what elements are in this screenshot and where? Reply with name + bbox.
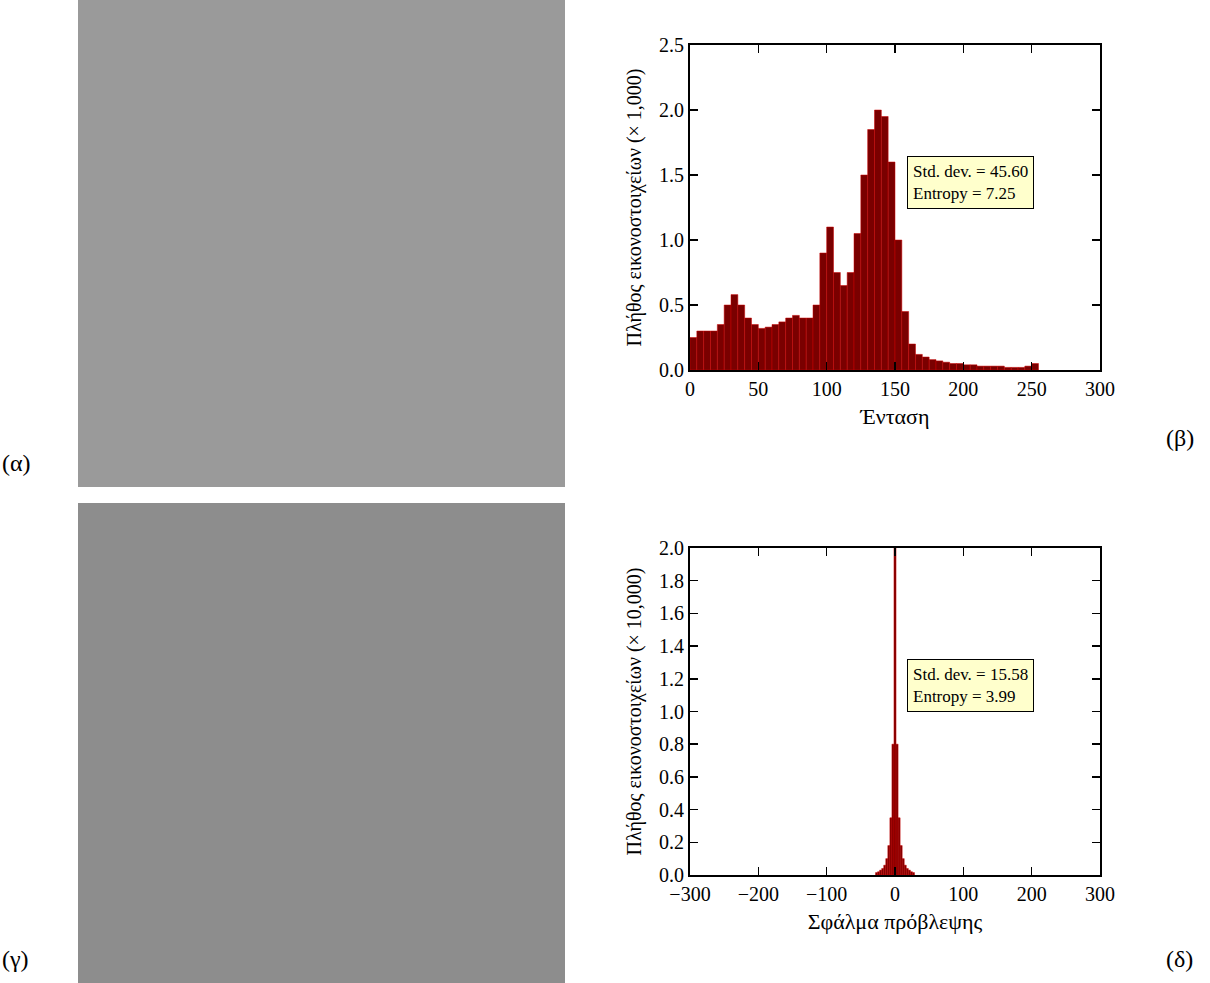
svg-text:200: 200 (948, 378, 978, 400)
svg-text:1.6: 1.6 (659, 602, 684, 624)
svg-text:50: 50 (748, 378, 768, 400)
svg-text:150: 150 (880, 378, 910, 400)
svg-text:Std. dev. = 15.58Entropy = 3.9: Std. dev. = 15.58Entropy = 3.99 (913, 665, 1028, 706)
svg-text:100: 100 (948, 883, 978, 905)
html-text:(γ): (γ) (2, 946, 29, 972)
svg-text:300: 300 (1085, 378, 1115, 400)
svg-text:1.4: 1.4 (659, 635, 684, 657)
html-text:(δ): (δ) (1166, 946, 1194, 972)
svg-text:200: 200 (1017, 883, 1047, 905)
html-text:(α): (α) (2, 450, 31, 476)
svg-text:−300: −300 (669, 883, 710, 905)
svg-text:2.0: 2.0 (659, 99, 684, 121)
svg-text:Πλήθος εικονοστοιχείων (× 10,0: Πλήθος εικονοστοιχείων (× 10,000) (623, 567, 646, 855)
svg-text:0.2: 0.2 (659, 831, 684, 853)
svg-text:−100: −100 (806, 883, 847, 905)
svg-text:1.2: 1.2 (659, 668, 684, 690)
svg-text:Σφάλμα πρόβλεψης: Σφάλμα πρόβλεψης (808, 909, 983, 934)
svg-text:0.0: 0.0 (659, 359, 684, 381)
svg-text:2.0: 2.0 (659, 537, 684, 559)
svg-text:0: 0 (685, 378, 695, 400)
svg-text:0: 0 (890, 883, 900, 905)
svg-text:300: 300 (1085, 883, 1115, 905)
svg-text:250: 250 (1017, 378, 1047, 400)
svg-text:−200: −200 (738, 883, 779, 905)
svg-text:1.8: 1.8 (659, 570, 684, 592)
html-text:(β): (β) (1166, 425, 1195, 451)
svg-text:1.0: 1.0 (659, 229, 684, 251)
svg-text:0.0: 0.0 (659, 864, 684, 886)
svg-text:0.8: 0.8 (659, 733, 684, 755)
svg-text:2.5: 2.5 (659, 34, 684, 56)
svg-text:Std. dev. = 45.60Entropy = 7.2: Std. dev. = 45.60Entropy = 7.25 (913, 162, 1028, 203)
svg-text:0.5: 0.5 (659, 294, 684, 316)
svg-text:100: 100 (812, 378, 842, 400)
svg-text:Ένταση: Ένταση (860, 404, 930, 429)
svg-text:1.0: 1.0 (659, 701, 684, 723)
svg-text:Πλήθος εικονοστοιχείων (× 1,00: Πλήθος εικονοστοιχείων (× 1,000) (623, 68, 646, 346)
svg-text:0.4: 0.4 (659, 799, 684, 821)
svg-text:1.5: 1.5 (659, 164, 684, 186)
svg-text:0.6: 0.6 (659, 766, 684, 788)
